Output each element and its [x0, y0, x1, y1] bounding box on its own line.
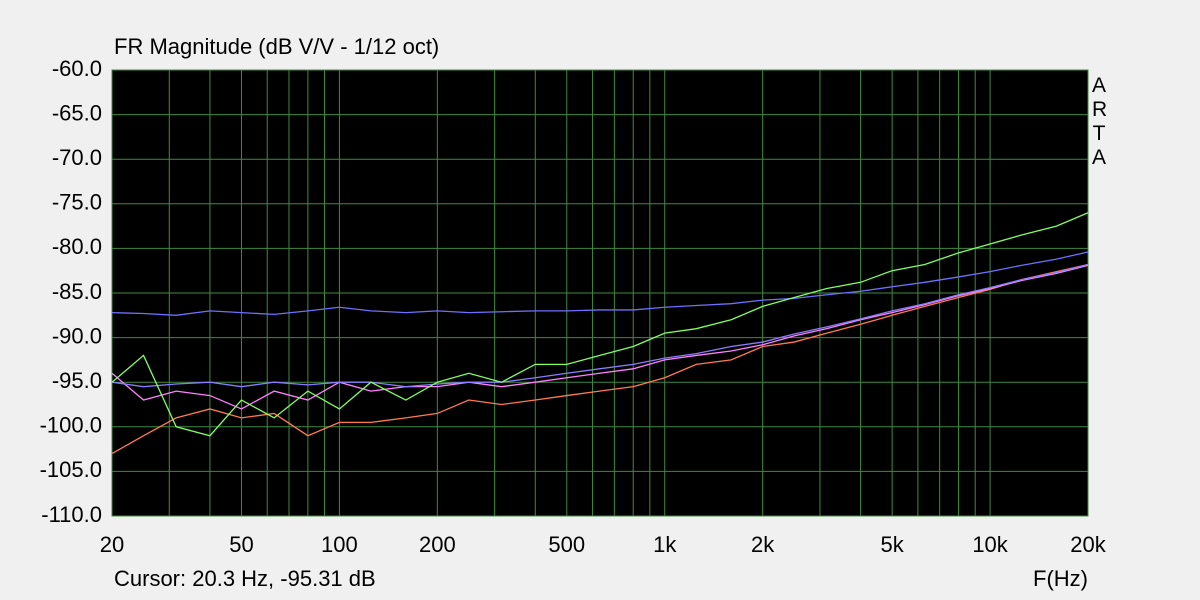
y-tick-label: -70.0 — [52, 145, 102, 170]
y-tick-label: -105.0 — [40, 457, 102, 482]
y-tick-label: -60.0 — [52, 56, 102, 81]
plot-border — [111, 69, 1089, 517]
x-tick-label: 200 — [419, 532, 456, 557]
side-label: ARTA — [1092, 74, 1108, 169]
y-tick-label: -90.0 — [52, 323, 102, 348]
x-tick-label: 100 — [321, 532, 358, 557]
x-tick-label: 10k — [972, 532, 1008, 557]
x-axis-label: F(Hz) — [1033, 566, 1088, 591]
series-line — [111, 212, 1089, 437]
y-tick-label: -100.0 — [40, 413, 102, 438]
x-tick-label: 1k — [653, 532, 677, 557]
y-tick-label: -110.0 — [41, 502, 102, 527]
series-line — [111, 263, 1089, 388]
x-tick-label: 50 — [229, 532, 253, 557]
x-tick-label: 5k — [881, 532, 905, 557]
y-tick-label: -85.0 — [52, 279, 102, 304]
y-tick-label: -75.0 — [52, 190, 102, 215]
x-tick-label: 2k — [751, 532, 775, 557]
series-line — [111, 263, 1089, 455]
series-line — [111, 251, 1089, 316]
x-tick-label: 20 — [100, 532, 124, 557]
x-tick-label: 500 — [548, 532, 585, 557]
series-line — [111, 264, 1089, 410]
y-tick-label: -80.0 — [52, 234, 102, 259]
chart-title: FR Magnitude (dB V/V - 1/12 oct) — [114, 34, 439, 59]
cursor-readout: Cursor: 20.3 Hz, -95.31 dB — [114, 566, 376, 591]
x-tick-label: 20k — [1070, 532, 1106, 557]
y-tick-label: -95.0 — [52, 368, 102, 393]
y-tick-label: -65.0 — [52, 100, 102, 125]
